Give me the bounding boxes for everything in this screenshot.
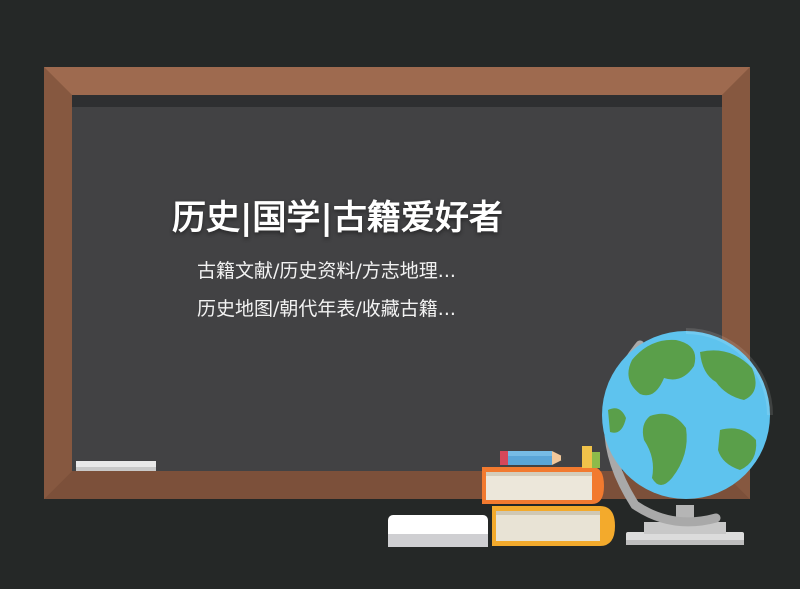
board-subtitle-line-2: 历史地图/朝代年表/收藏古籍... <box>197 298 456 320</box>
chalk-stick <box>76 461 156 471</box>
pencil <box>500 451 568 465</box>
board-subtitle-line-1: 古籍文献/历史资料/方志地理... <box>197 260 456 282</box>
books-stack <box>482 467 615 546</box>
board-title: 历史|国学|古籍爱好者 <box>172 198 503 238</box>
pencil-holder <box>582 446 600 468</box>
eraser <box>388 515 488 547</box>
globe <box>602 328 773 545</box>
